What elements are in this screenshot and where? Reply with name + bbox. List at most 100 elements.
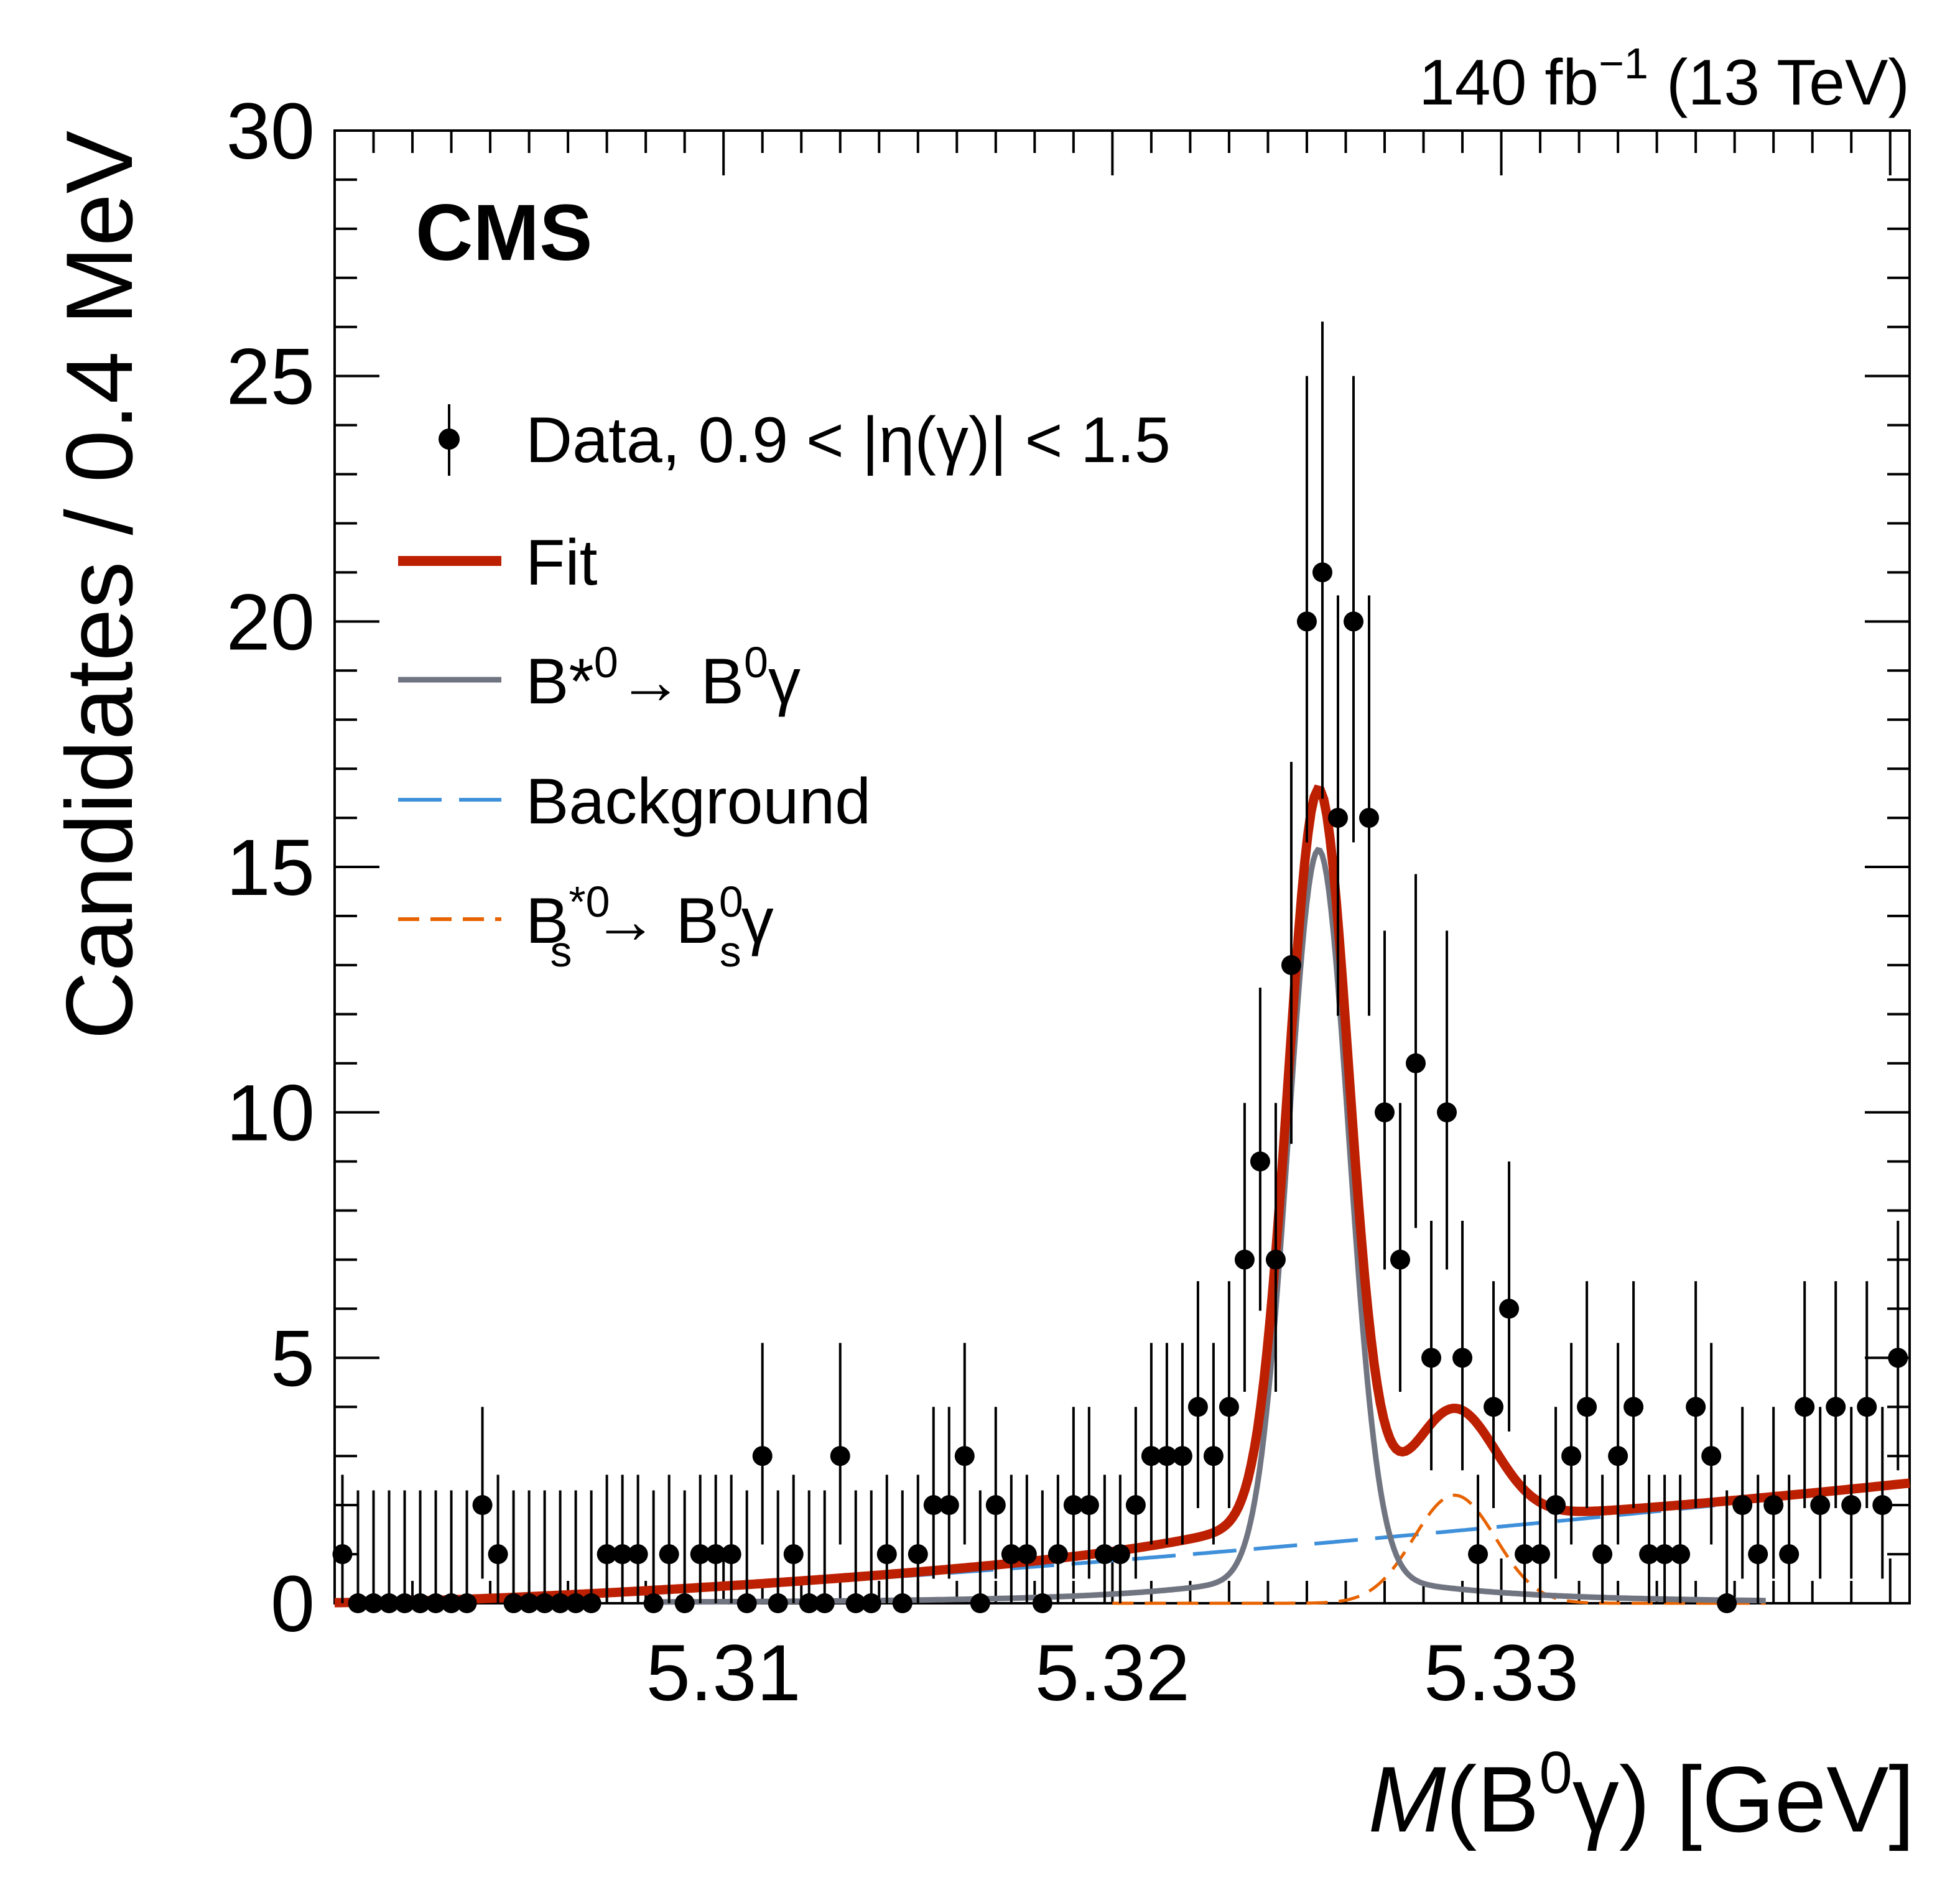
- data-point: [861, 1490, 881, 1613]
- marker: [1888, 1348, 1908, 1368]
- marker: [503, 1593, 524, 1613]
- marker: [814, 1593, 835, 1613]
- marker: [565, 1593, 586, 1613]
- marker: [628, 1544, 648, 1565]
- y-tick-label: 15: [226, 823, 315, 912]
- data-point: [425, 1490, 446, 1613]
- data-point: [1141, 1343, 1161, 1545]
- marker: [1359, 808, 1379, 828]
- y-tick-label: 20: [226, 578, 315, 667]
- marker: [1779, 1544, 1800, 1565]
- data-point: [799, 1490, 819, 1613]
- data-point: [1872, 1407, 1893, 1579]
- marker: [954, 1446, 975, 1466]
- y-tick-label: 10: [226, 1069, 315, 1158]
- marker: [457, 1593, 477, 1613]
- data-point: [1748, 1475, 1768, 1603]
- marker: [830, 1446, 850, 1466]
- data-point: [457, 1490, 477, 1613]
- marker: [799, 1593, 819, 1613]
- legend: Data, 0.9 < |η(γ)| < 1.5 Fit B*0→ B0γ Ba…: [398, 404, 1171, 976]
- y-tick-label: 30: [226, 87, 315, 176]
- data-point: [954, 1343, 975, 1545]
- legend-signal-label: B*0→ B0γ: [526, 638, 801, 718]
- marker: [410, 1593, 430, 1613]
- marker: [845, 1593, 866, 1613]
- marker: [550, 1593, 570, 1613]
- data-point: [1857, 1281, 1877, 1508]
- marker: [1452, 1348, 1473, 1368]
- data-point: [1032, 1490, 1052, 1613]
- data-point: [939, 1407, 959, 1579]
- marker: [1655, 1544, 1675, 1565]
- data-point: [1546, 1407, 1566, 1579]
- data-point: [768, 1490, 788, 1613]
- data-point: [612, 1475, 633, 1603]
- data-point: [1219, 1281, 1239, 1508]
- marker: [970, 1593, 990, 1613]
- legend-data-label: Data, 0.9 < |η(γ)| < 1.5: [526, 404, 1171, 476]
- marker: [1094, 1544, 1115, 1565]
- marker: [519, 1593, 539, 1613]
- data-point: [472, 1407, 493, 1579]
- data-point: [1499, 1161, 1520, 1432]
- data-point: [1468, 1475, 1489, 1603]
- data-point: [1250, 988, 1270, 1311]
- marker: [348, 1593, 368, 1613]
- marker: [363, 1593, 384, 1613]
- data-points: [332, 322, 1908, 1613]
- marker: [1577, 1397, 1597, 1417]
- marker: [1546, 1495, 1566, 1516]
- legend-fit: Fit: [398, 527, 598, 599]
- marker: [1141, 1446, 1161, 1466]
- y-tick-label: 25: [226, 333, 315, 422]
- data-point: [1561, 1343, 1582, 1545]
- marker: [1312, 562, 1332, 583]
- x-axis-title: M(B0γ) [GeV]: [1368, 1739, 1915, 1851]
- plot-frame: [333, 129, 1911, 1604]
- marker: [1623, 1397, 1644, 1417]
- data-point: [1406, 874, 1426, 1228]
- data-point: [1732, 1407, 1753, 1579]
- marker: [1592, 1544, 1613, 1565]
- data-point: [643, 1490, 664, 1613]
- data-point: [565, 1490, 586, 1613]
- data-point: [1312, 322, 1332, 799]
- data-point: [1094, 1475, 1115, 1603]
- bs-curve: [1112, 1493, 1766, 1605]
- marker: [643, 1593, 664, 1613]
- marker: [534, 1593, 555, 1613]
- data-point: [1826, 1281, 1846, 1508]
- marker: [1234, 1249, 1255, 1270]
- marker: [1047, 1544, 1068, 1565]
- data-point: [923, 1407, 944, 1579]
- data-point: [488, 1475, 508, 1603]
- data-point: [814, 1490, 835, 1613]
- marker: [488, 1544, 508, 1565]
- data-point: [332, 1475, 353, 1603]
- data-point: [1234, 1103, 1255, 1392]
- data-point: [892, 1490, 913, 1613]
- marker: [425, 1593, 446, 1613]
- marker: [1826, 1397, 1846, 1417]
- marker: [612, 1544, 633, 1565]
- marker: [1717, 1593, 1737, 1613]
- data-point: [1608, 1343, 1628, 1545]
- data-point: [1375, 930, 1395, 1270]
- marker: [1732, 1495, 1753, 1516]
- marker: [1701, 1446, 1722, 1466]
- marker: [581, 1593, 601, 1613]
- marker: [1763, 1495, 1784, 1516]
- data-point: [581, 1490, 601, 1613]
- marker: [394, 1593, 415, 1613]
- marker: [1125, 1495, 1146, 1516]
- marker: [1421, 1348, 1442, 1368]
- data-point: [1063, 1407, 1084, 1579]
- data-point: [1484, 1281, 1504, 1508]
- data-point: [690, 1475, 710, 1603]
- data-point: [1296, 376, 1317, 843]
- data-point: [410, 1490, 430, 1613]
- data-point: [519, 1490, 539, 1613]
- legend-signal: B*0→ B0γ: [398, 638, 801, 718]
- marker: [1810, 1495, 1831, 1516]
